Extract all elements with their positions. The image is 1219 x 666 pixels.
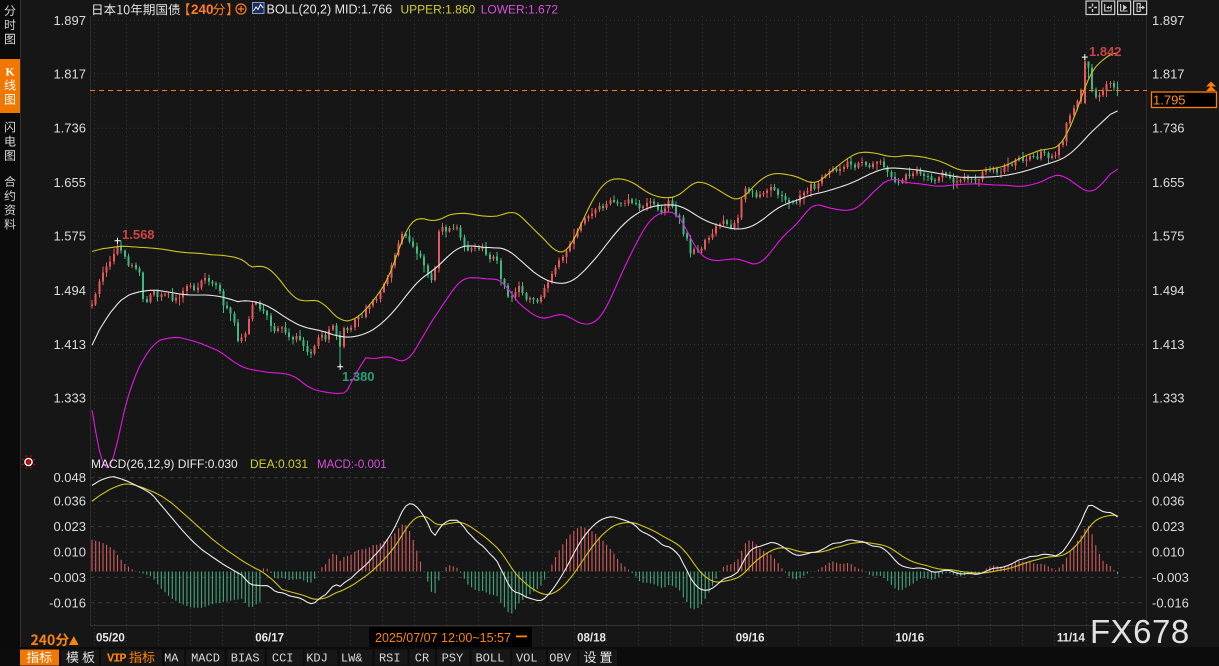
svg-text:RSI: RSI bbox=[379, 652, 401, 666]
svg-text:1.817: 1.817 bbox=[1152, 66, 1185, 81]
svg-text:1.568: 1.568 bbox=[122, 227, 155, 242]
svg-text:1.413: 1.413 bbox=[1152, 337, 1185, 352]
svg-text:1.736: 1.736 bbox=[53, 121, 86, 136]
svg-text:09/16: 09/16 bbox=[736, 633, 765, 645]
svg-text:PSY: PSY bbox=[442, 652, 464, 666]
svg-text:-0.016: -0.016 bbox=[49, 595, 86, 610]
svg-text:1.897: 1.897 bbox=[53, 13, 86, 28]
svg-text:1.655: 1.655 bbox=[53, 175, 86, 190]
svg-text:0.010: 0.010 bbox=[1152, 545, 1185, 560]
svg-text:0.023: 0.023 bbox=[1152, 519, 1185, 534]
svg-text:1.333: 1.333 bbox=[53, 391, 86, 406]
svg-text:LOWER:1.672: LOWER:1.672 bbox=[481, 3, 559, 17]
svg-text:06/17: 06/17 bbox=[255, 633, 284, 645]
svg-text:0.036: 0.036 bbox=[53, 494, 86, 509]
svg-text:OBV: OBV bbox=[549, 652, 571, 666]
svg-text:1.795: 1.795 bbox=[1153, 93, 1186, 108]
svg-text:MACD(26,12,9) DIFF:0.030: MACD(26,12,9) DIFF:0.030 bbox=[91, 457, 238, 471]
svg-text:0.048: 0.048 bbox=[53, 470, 86, 485]
svg-text:KDJ: KDJ bbox=[306, 652, 328, 666]
svg-text:BOLL(20,2) MID:1.766: BOLL(20,2) MID:1.766 bbox=[267, 3, 393, 17]
svg-text:CCI: CCI bbox=[272, 652, 294, 666]
svg-text:10/16: 10/16 bbox=[895, 633, 924, 645]
svg-text:VIP: VIP bbox=[107, 652, 126, 666]
svg-text:0.010: 0.010 bbox=[53, 545, 86, 560]
svg-text:1.575: 1.575 bbox=[1152, 229, 1185, 244]
svg-text:1.736: 1.736 bbox=[1152, 121, 1185, 136]
svg-text:1.897: 1.897 bbox=[1152, 13, 1185, 28]
svg-text:1.494: 1.494 bbox=[53, 283, 86, 298]
svg-text:BIAS: BIAS bbox=[231, 652, 260, 666]
svg-text:DEA:0.031: DEA:0.031 bbox=[250, 457, 308, 471]
svg-text:11/14: 11/14 bbox=[1057, 633, 1086, 645]
svg-text:LW&: LW& bbox=[341, 652, 363, 666]
svg-text:1.817: 1.817 bbox=[53, 66, 86, 81]
svg-text:1.380: 1.380 bbox=[342, 369, 375, 384]
svg-text:K: K bbox=[5, 64, 15, 78]
svg-text:2025/07/07 12:00~15:57: 2025/07/07 12:00~15:57 bbox=[375, 631, 511, 645]
svg-text:0.036: 0.036 bbox=[1152, 494, 1185, 509]
svg-text:-0.003: -0.003 bbox=[1152, 570, 1189, 585]
svg-text:UPPER:1.860: UPPER:1.860 bbox=[401, 3, 476, 17]
svg-text:MACD:-0.001: MACD:-0.001 bbox=[317, 459, 387, 471]
svg-text:08/18: 08/18 bbox=[577, 633, 606, 645]
svg-text:FX678: FX678 bbox=[1090, 613, 1190, 650]
svg-text:BOLL: BOLL bbox=[475, 652, 504, 666]
svg-text:VOL: VOL bbox=[516, 652, 538, 666]
svg-text:-0.016: -0.016 bbox=[1152, 595, 1189, 610]
svg-text:MACD: MACD bbox=[191, 652, 220, 666]
svg-text:1.413: 1.413 bbox=[53, 337, 86, 352]
svg-text:CR: CR bbox=[415, 652, 429, 666]
svg-text:1.575: 1.575 bbox=[53, 229, 86, 244]
svg-text:240: 240 bbox=[191, 2, 214, 17]
svg-text:1.655: 1.655 bbox=[1152, 175, 1185, 190]
svg-text:0.023: 0.023 bbox=[53, 519, 86, 534]
svg-text:1.842: 1.842 bbox=[1089, 44, 1122, 59]
svg-text:0.048: 0.048 bbox=[1152, 470, 1185, 485]
svg-text:MA: MA bbox=[164, 652, 179, 666]
svg-text:05/20: 05/20 bbox=[96, 633, 125, 645]
svg-text:1.333: 1.333 bbox=[1152, 391, 1185, 406]
svg-text:-0.003: -0.003 bbox=[49, 570, 86, 585]
svg-text:1.494: 1.494 bbox=[1152, 283, 1185, 298]
